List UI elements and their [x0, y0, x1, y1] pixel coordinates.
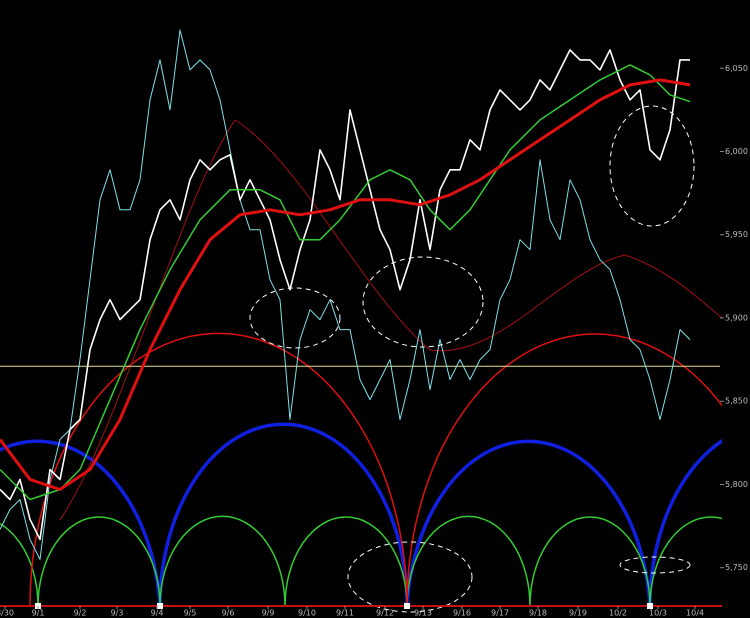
annotation-ellipses — [249, 105, 695, 613]
ellipse — [362, 256, 484, 348]
x-tick-label: 9/19 — [569, 609, 587, 618]
y-tick-label: 5,800 — [725, 480, 748, 489]
series-line — [0, 78, 691, 491]
y-tick-label: 5,850 — [725, 397, 748, 406]
cycle-low — [157, 603, 163, 609]
y-tick-label: 5,900 — [725, 313, 748, 322]
red-thin-line — [59, 119, 723, 521]
x-tick-label: 9/4 — [151, 609, 164, 618]
x-tick-label: 9/13 — [414, 609, 432, 618]
x-tick-label: 10/4 — [686, 609, 704, 618]
series-line — [0, 29, 691, 560]
x-tick-label: 9/5 — [184, 609, 197, 618]
x-tick-label: 10/3 — [649, 609, 667, 618]
x-tick-label: 9/10 — [298, 609, 316, 618]
ellipse — [249, 287, 341, 349]
y-tick-label: 6,000 — [725, 147, 748, 156]
ellipse — [619, 556, 691, 574]
ellipse — [347, 541, 473, 613]
x-tick-label: 9/12 — [376, 609, 394, 618]
cycle-low — [404, 603, 410, 609]
x-tick-label: 10/2 — [609, 609, 627, 618]
y-tick-label: 6,050 — [725, 64, 748, 73]
x-tick-label: 9/18 — [529, 609, 547, 618]
x-tick-label: 9/6 — [222, 609, 235, 618]
series-line — [0, 49, 690, 541]
x-tick-label: 9/3 — [111, 609, 124, 618]
series-line — [0, 64, 691, 501]
y-tick-label: 5,750 — [725, 563, 748, 572]
x-tick-label: 9/11 — [336, 609, 354, 618]
x-tick-label: 9/17 — [491, 609, 509, 618]
green-cycle — [0, 515, 750, 607]
y-tick-label: 5,950 — [725, 230, 748, 239]
x-tick-label: 9/9 — [262, 609, 275, 618]
cycle-low — [647, 603, 653, 609]
plot — [0, 29, 720, 560]
x-tick-label: 9/1 — [32, 609, 45, 618]
ellipse — [609, 105, 695, 227]
x-tick-label: 9/2 — [74, 609, 87, 618]
axis-panel — [722, 0, 750, 618]
x-tick-label: 9/16 — [453, 609, 471, 618]
x-tick-label: 8/30 — [0, 609, 14, 618]
